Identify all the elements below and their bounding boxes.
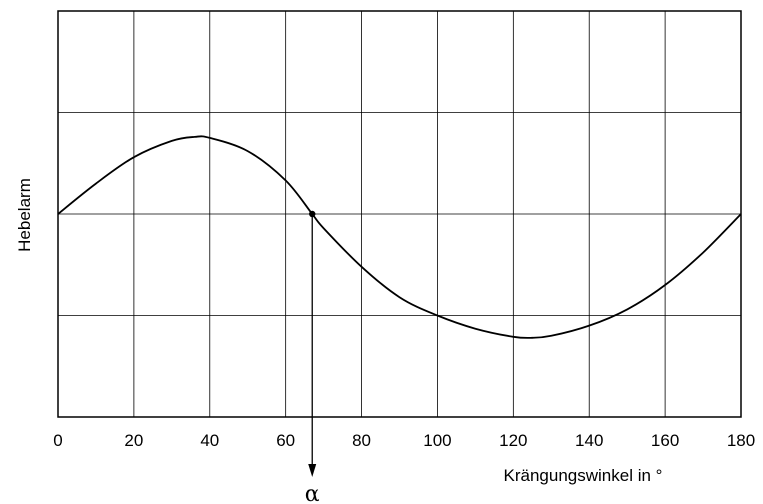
x-tick-labels: 0 20 40 60 80 100 120 140 160 180: [53, 431, 755, 450]
x-tick-label: 180: [727, 431, 755, 450]
x-tick-label: 0: [53, 431, 62, 450]
x-tick-label: 40: [200, 431, 219, 450]
annotations: α: [305, 210, 320, 504]
x-tick-label: 140: [575, 431, 603, 450]
x-tick-label: 160: [651, 431, 679, 450]
data-line: [57, 135, 742, 339]
x-axis-label: Krängungswinkel in °: [504, 466, 663, 485]
x-tick-label: 60: [276, 431, 295, 450]
alpha-label: α: [305, 482, 320, 504]
alpha-arrow-head: [308, 464, 317, 477]
y-axis-label: Hebelarm: [15, 178, 34, 252]
x-tick-label: 20: [124, 431, 143, 450]
x-tick-label: 80: [352, 431, 371, 450]
plot-frame: [57, 10, 742, 418]
x-tick-label: 100: [423, 431, 451, 450]
x-tick-label: 120: [499, 431, 527, 450]
